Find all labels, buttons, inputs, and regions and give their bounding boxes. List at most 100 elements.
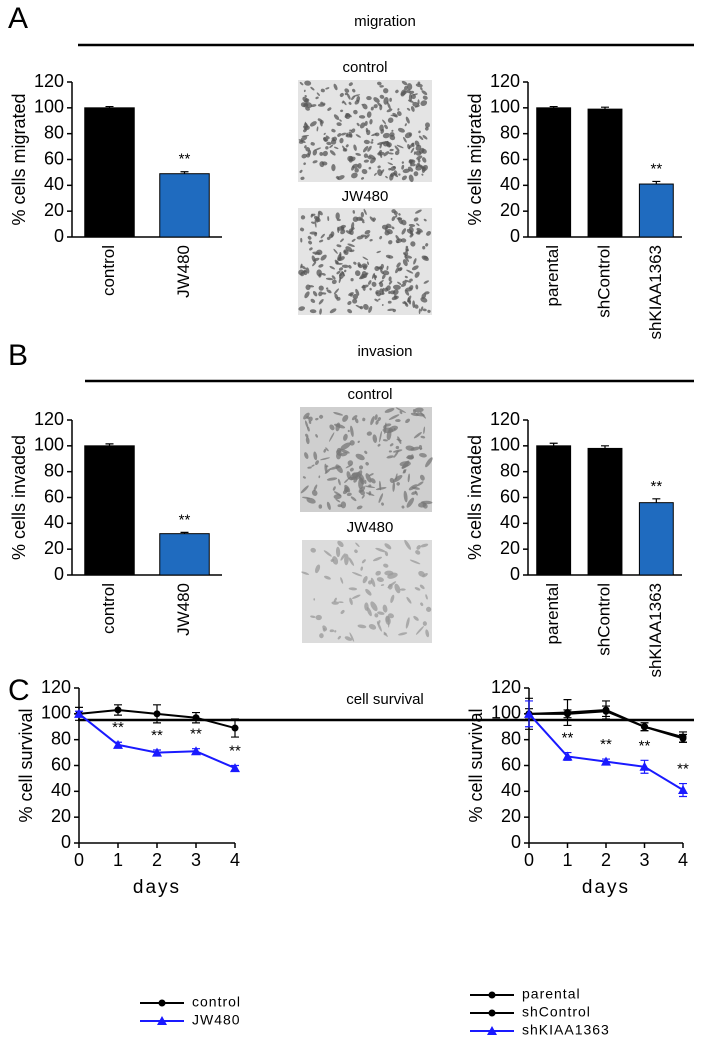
cell [416, 230, 421, 234]
cell [370, 415, 375, 426]
marker [230, 763, 240, 773]
cell [308, 416, 313, 422]
y-tick-label: 40 [44, 174, 64, 194]
cell [416, 228, 423, 233]
legend-label: JW480 [192, 1012, 241, 1028]
cell [386, 229, 393, 235]
cell [349, 129, 352, 132]
x-tick-label: shControl [594, 245, 613, 318]
cell [376, 250, 381, 254]
cell [398, 632, 408, 636]
cell [337, 635, 342, 640]
cell [372, 556, 383, 562]
cell [298, 139, 306, 143]
cell [340, 229, 346, 235]
cell [356, 505, 363, 510]
error-bar [105, 105, 114, 108]
cell [410, 106, 415, 112]
cell [327, 107, 332, 111]
cell [329, 150, 336, 156]
cell [395, 419, 401, 423]
cell [355, 288, 360, 296]
cell [345, 144, 349, 148]
cell [404, 539, 412, 550]
cell [413, 409, 416, 414]
cell [406, 456, 414, 460]
cell [326, 141, 332, 146]
cell [413, 151, 416, 155]
cell [353, 109, 358, 115]
cell [349, 467, 354, 472]
cell [388, 256, 391, 259]
cell [309, 121, 317, 127]
cell [362, 145, 369, 153]
cell [340, 132, 347, 136]
cell [372, 434, 378, 443]
cell [323, 550, 332, 557]
cell [349, 249, 355, 253]
cell [358, 465, 364, 470]
cell [353, 94, 361, 97]
error-bar [601, 445, 609, 449]
cell [354, 549, 358, 554]
cell [318, 239, 324, 243]
cell [415, 209, 422, 214]
cell [374, 613, 379, 618]
x-tick-label: 1 [562, 850, 572, 870]
cell [401, 228, 407, 235]
cell [345, 230, 352, 235]
cell [310, 298, 316, 304]
cell [425, 594, 428, 600]
cell [352, 88, 356, 93]
cell [418, 308, 421, 315]
cell [340, 577, 344, 584]
cell [376, 577, 384, 583]
cell [356, 235, 364, 240]
cell [333, 146, 339, 150]
y-tick-label: 0 [61, 832, 71, 852]
cell [318, 475, 321, 479]
y-tick-label: 60 [500, 148, 520, 168]
cell [364, 229, 371, 235]
cell [337, 133, 342, 137]
cell [380, 584, 385, 586]
cell [314, 220, 317, 228]
y-tick-label: 80 [501, 728, 521, 748]
cell [350, 476, 356, 481]
cell [304, 452, 309, 459]
marker [679, 734, 687, 742]
cell [370, 601, 378, 612]
cell [305, 106, 310, 111]
cell [340, 452, 348, 457]
cell [418, 444, 423, 450]
cell [381, 303, 384, 306]
panel-title: migration [354, 13, 416, 30]
cell [426, 606, 432, 612]
cell [414, 140, 420, 147]
cell [404, 123, 407, 127]
cell [383, 632, 387, 636]
cell [414, 304, 419, 309]
cell [381, 274, 386, 280]
error-bar [180, 171, 189, 174]
cell [375, 487, 387, 491]
panel-title: invasion [357, 343, 412, 360]
cell [415, 284, 419, 290]
error-bar [105, 443, 114, 446]
cell [399, 410, 403, 415]
cell [410, 94, 416, 100]
cell [404, 289, 410, 296]
cell [365, 473, 372, 483]
cell [333, 83, 338, 91]
y-tick-label: 40 [51, 780, 71, 800]
cell [349, 632, 355, 642]
cell [364, 450, 368, 455]
cell [312, 160, 318, 164]
cell [308, 240, 313, 245]
bar [638, 502, 674, 576]
bar [536, 445, 572, 576]
cell [390, 166, 396, 171]
cell [407, 166, 414, 172]
cell [316, 92, 320, 97]
cell [335, 546, 341, 558]
